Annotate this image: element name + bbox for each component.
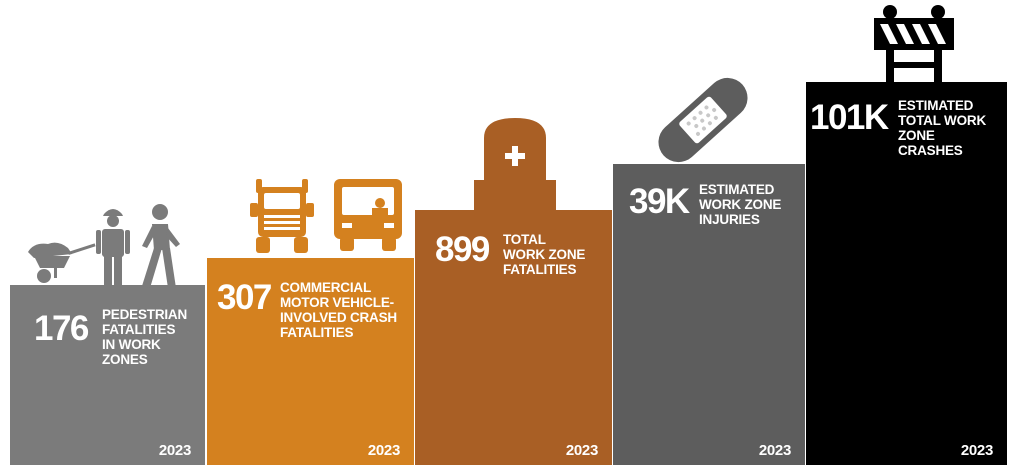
bar-label: ESTIMATED TOTAL WORK ZONE CRASHES xyxy=(898,98,986,158)
road-barricade-icon xyxy=(874,5,954,84)
bar-value: 307 xyxy=(217,278,272,317)
tombstone-icon xyxy=(474,118,556,212)
bar-label: COMMERCIAL MOTOR VEHICLE- INVOLVED CRASH… xyxy=(280,280,397,340)
bar-estimated-crashes: 101K ESTIMATED TOTAL WORK ZONE CRASHES 2… xyxy=(806,82,1007,465)
bandage-icon xyxy=(658,77,748,163)
bar-year: 2023 xyxy=(960,442,993,459)
bar-value: 899 xyxy=(435,230,490,269)
bar-estimated-injuries: 39K ESTIMATED WORK ZONE INJURIES 2023 xyxy=(613,164,805,465)
truck-and-bus-icon xyxy=(250,179,402,253)
bar-value: 39K xyxy=(629,182,690,221)
bar-year: 2023 xyxy=(158,442,191,459)
bar-year: 2023 xyxy=(565,442,598,459)
bar-year: 2023 xyxy=(758,442,791,459)
bar-pedestrian-fatalities: 176 PEDESTRIAN FATALITIES IN WORK ZONES … xyxy=(10,285,205,465)
bar-value: 101K xyxy=(810,98,889,137)
construction-workers-icon xyxy=(28,204,180,288)
bar-year: 2023 xyxy=(367,442,400,459)
bar-label: PEDESTRIAN FATALITIES IN WORK ZONES xyxy=(102,307,188,367)
bar-value: 176 xyxy=(34,309,89,348)
bar-total-fatalities: 899 TOTAL WORK ZONE FATALITIES 2023 xyxy=(415,210,612,465)
bar-cmv-crash-fatalities: 307 COMMERCIAL MOTOR VEHICLE- INVOLVED C… xyxy=(207,258,414,465)
bar-label: ESTIMATED WORK ZONE INJURIES xyxy=(699,182,782,227)
bar-label: TOTAL WORK ZONE FATALITIES xyxy=(503,232,586,277)
